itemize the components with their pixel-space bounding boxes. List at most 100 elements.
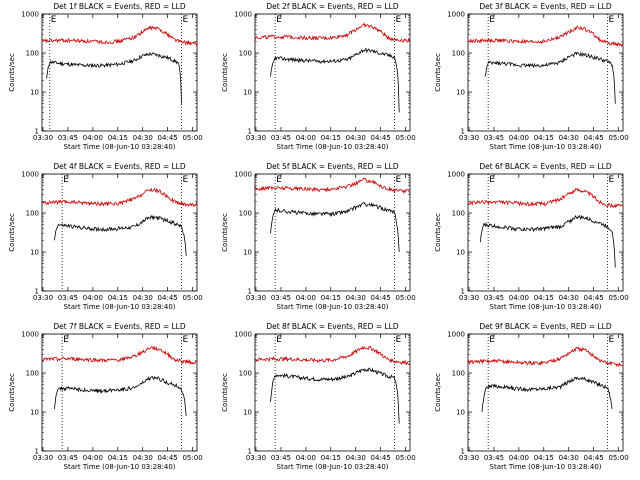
x-tick-label: 03:45 bbox=[58, 454, 78, 462]
x-tick-label: 03:45 bbox=[271, 134, 291, 142]
event-marker-label: E bbox=[276, 15, 282, 25]
x-tick-label: 04:45 bbox=[158, 294, 178, 302]
x-tick-label: 04:45 bbox=[371, 454, 391, 462]
x-tick-label: 04:30 bbox=[559, 294, 579, 302]
x-tick-label: 05:00 bbox=[608, 294, 628, 302]
y-tick-label: 1000 bbox=[447, 11, 465, 19]
y-tick-label: 1000 bbox=[21, 171, 39, 179]
x-tick-label: 04:45 bbox=[371, 134, 391, 142]
y-tick-label: 10 bbox=[456, 409, 465, 417]
x-tick-label: 04:15 bbox=[108, 134, 128, 142]
chart-title: Det 4f BLACK = Events, RED = LLD bbox=[53, 162, 186, 171]
y-axis-label: Counts/sec bbox=[8, 53, 16, 92]
x-tick-label: 04:15 bbox=[321, 454, 341, 462]
x-tick-label: 03:30 bbox=[459, 294, 479, 302]
x-tick-label: 05:00 bbox=[182, 454, 202, 462]
series-lld-line bbox=[467, 25, 624, 48]
event-marker-label: E bbox=[63, 335, 69, 345]
chart-title: Det 2f BLACK = Events, RED = LLD bbox=[266, 2, 399, 11]
x-tick-label: 03:45 bbox=[58, 134, 78, 142]
event-marker-label: E bbox=[276, 175, 282, 185]
event-marker-label: E bbox=[276, 335, 282, 345]
x-tick-label: 04:45 bbox=[371, 294, 391, 302]
chart-det-4: Det 4f BLACK = Events, RED = LLD 1 10 100 10… bbox=[8, 162, 203, 311]
y-tick-label: 10 bbox=[456, 89, 465, 97]
x-tick-label: 03:45 bbox=[484, 134, 504, 142]
x-tick-label: 03:30 bbox=[246, 134, 266, 142]
y-axis-label: Counts/sec bbox=[434, 53, 442, 92]
x-axis-label: Start Time (08-Jun-10 03:28:40) bbox=[277, 143, 389, 151]
x-tick-label: 04:00 bbox=[296, 454, 316, 462]
series-lld-line bbox=[41, 345, 198, 366]
series-events-line bbox=[46, 51, 182, 104]
y-tick-label: 1000 bbox=[234, 331, 252, 339]
y-tick-label: 1 bbox=[461, 128, 465, 136]
y-tick-label: 100 bbox=[452, 50, 465, 58]
y-tick-label: 100 bbox=[239, 370, 252, 378]
plot-frame bbox=[41, 333, 198, 452]
event-marker-label: E bbox=[183, 335, 189, 345]
series-events-line bbox=[481, 376, 613, 413]
x-tick-label: 04:30 bbox=[133, 454, 153, 462]
x-tick-label: 03:45 bbox=[484, 294, 504, 302]
event-marker-label: E bbox=[609, 335, 615, 345]
event-marker-label: E bbox=[51, 15, 57, 25]
x-axis-label: Start Time (08-Jun-10 03:28:40) bbox=[490, 303, 602, 311]
x-tick-label: 05:00 bbox=[182, 294, 202, 302]
x-tick-label: 03:30 bbox=[246, 454, 266, 462]
x-tick-label: 05:00 bbox=[608, 454, 628, 462]
y-tick-label: 10 bbox=[243, 249, 252, 257]
plot-frame bbox=[254, 333, 411, 452]
series-lld-line bbox=[467, 187, 624, 209]
y-axis-label: Counts/sec bbox=[434, 373, 442, 412]
x-tick-label: 05:00 bbox=[395, 134, 415, 142]
x-tick-label: 04:45 bbox=[584, 454, 604, 462]
chart-title: Det 9f BLACK = Events, RED = LLD bbox=[479, 322, 612, 331]
plot-frame bbox=[41, 173, 198, 292]
x-tick-label: 04:15 bbox=[534, 294, 554, 302]
x-axis-label: Start Time (08-Jun-10 03:28:40) bbox=[64, 463, 176, 471]
chart-det-9: Det 9f BLACK = Events, RED = LLD 1 10 100 10… bbox=[434, 322, 629, 471]
chart-det-8: Det 8f BLACK = Events, RED = LLD 1 10 100 10… bbox=[221, 322, 416, 471]
x-tick-label: 04:30 bbox=[346, 454, 366, 462]
chart-det-2: Det 2f BLACK = Events, RED = LLD 1 10 100 10… bbox=[221, 2, 416, 151]
series-events-line bbox=[480, 214, 616, 268]
chart-det-7: Det 7f BLACK = Events, RED = LLD 1 10 100 10… bbox=[8, 322, 203, 471]
y-axis-label: Counts/sec bbox=[8, 213, 16, 252]
event-marker-label: E bbox=[183, 15, 189, 25]
x-tick-label: 05:00 bbox=[395, 294, 415, 302]
x-tick-label: 03:30 bbox=[33, 454, 53, 462]
chart-title: Det 1f BLACK = Events, RED = LLD bbox=[53, 2, 186, 11]
chart-title: Det 7f BLACK = Events, RED = LLD bbox=[53, 322, 186, 331]
x-tick-label: 04:45 bbox=[584, 294, 604, 302]
y-tick-label: 10 bbox=[30, 89, 39, 97]
x-tick-label: 03:30 bbox=[459, 454, 479, 462]
x-tick-label: 04:45 bbox=[158, 454, 178, 462]
x-tick-label: 05:00 bbox=[182, 134, 202, 142]
x-axis-label: Start Time (08-Jun-10 03:28:40) bbox=[490, 463, 602, 471]
y-axis-label: Counts/sec bbox=[221, 53, 229, 92]
x-tick-label: 04:00 bbox=[83, 134, 103, 142]
event-marker-label: E bbox=[183, 175, 189, 185]
event-marker-label: E bbox=[63, 175, 69, 185]
series-lld-line bbox=[254, 177, 411, 194]
x-tick-label: 04:15 bbox=[108, 454, 128, 462]
x-tick-label: 03:30 bbox=[33, 294, 53, 302]
y-axis-label: Counts/sec bbox=[221, 373, 229, 412]
x-tick-label: 04:30 bbox=[346, 134, 366, 142]
x-tick-label: 04:00 bbox=[296, 134, 316, 142]
y-tick-label: 1000 bbox=[447, 331, 465, 339]
chart-title: Det 5f BLACK = Events, RED = LLD bbox=[266, 162, 399, 171]
x-tick-label: 04:00 bbox=[83, 454, 103, 462]
event-marker-label: E bbox=[396, 175, 402, 185]
x-tick-label: 04:15 bbox=[321, 294, 341, 302]
y-tick-label: 10 bbox=[243, 89, 252, 97]
x-tick-label: 04:15 bbox=[108, 294, 128, 302]
y-tick-label: 1 bbox=[461, 288, 465, 296]
y-tick-label: 1 bbox=[461, 448, 465, 456]
event-marker-label: E bbox=[609, 175, 615, 185]
plot-frame bbox=[467, 173, 624, 292]
series-lld-line bbox=[41, 25, 198, 47]
x-tick-label: 04:00 bbox=[509, 134, 529, 142]
